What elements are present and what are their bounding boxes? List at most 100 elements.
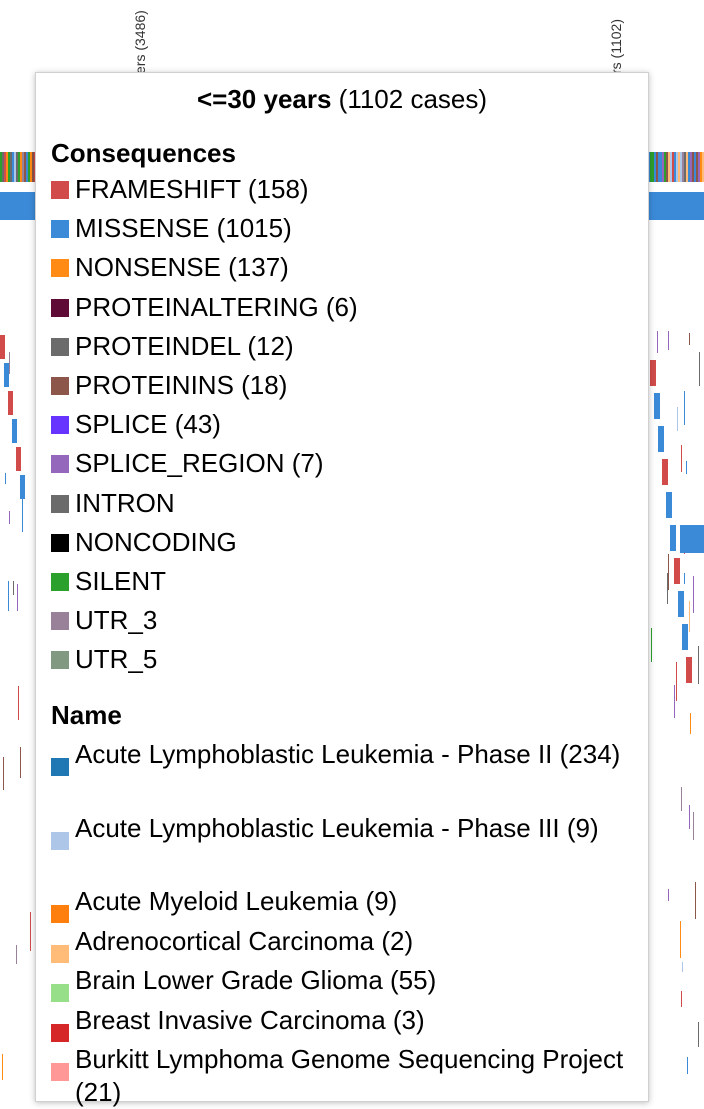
- consequence-legend-item: SPLICE_REGION (7): [51, 447, 324, 480]
- matrix-cell: [674, 685, 675, 718]
- silent-swatch-icon: [51, 573, 69, 591]
- matrix-strip-cell: [10, 152, 12, 182]
- matrix-strip-cell: [4, 152, 6, 182]
- matrix-strip-cell: [656, 152, 658, 182]
- matrix-step: [654, 393, 660, 419]
- summary-band-right: [649, 192, 704, 220]
- matrix-block: [680, 525, 704, 553]
- matrix-strip-cell: [650, 152, 652, 182]
- tooltip-title-count: (1102 cases): [331, 84, 488, 114]
- matrix-step: [650, 360, 656, 386]
- matrix-cell: [677, 407, 678, 431]
- matrix-strip-cell: [684, 152, 686, 182]
- matrix-strip-cell: [694, 152, 696, 182]
- matrix-strip-cell: [678, 152, 680, 182]
- consequence-legend-item: NONSENSE (137): [51, 251, 289, 284]
- legend-label: PROTEINDEL (12): [75, 330, 294, 361]
- matrix-step-left: [4, 363, 9, 387]
- matrix-step: [662, 459, 668, 485]
- matrix-cell: [693, 812, 694, 840]
- nonsense-swatch-icon: [51, 259, 69, 278]
- matrix-cell: [686, 461, 687, 474]
- matrix-cell: [5, 473, 6, 484]
- aml-swatch-icon: [51, 905, 69, 924]
- matrix-cell: [657, 331, 658, 353]
- matrix-cell: [17, 584, 18, 611]
- matrix-cell: [693, 576, 694, 613]
- breast-swatch-icon: [51, 1023, 69, 1042]
- matrix-strip-cell: [14, 152, 16, 182]
- frameshift-swatch-icon: [51, 181, 69, 199]
- proteinaltering-swatch-icon: [51, 298, 69, 317]
- matrix-cell: [681, 787, 682, 811]
- consequence-legend-item: PROTEINALTERING (6): [51, 291, 358, 324]
- matrix-step-left: [16, 447, 21, 471]
- utr3-swatch-icon: [51, 612, 69, 631]
- matrix-strip-cell: [666, 152, 668, 182]
- sample-group-tooltip: <=30 years (1102 cases) Consequences FRA…: [35, 72, 649, 1107]
- matrix-step-left: [8, 391, 13, 415]
- matrix-strip-cell: [6, 152, 8, 182]
- matrix-strip-cell: [676, 152, 678, 182]
- matrix-cell: [684, 391, 685, 425]
- legend-label: SILENT: [75, 566, 167, 596]
- matrix-step-left: [20, 475, 25, 499]
- splice-region-swatch-icon: [51, 455, 69, 474]
- matrix-cell: [689, 601, 690, 632]
- matrix-strip-cell: [702, 152, 704, 182]
- matrix-strip-cell: [28, 152, 30, 182]
- consequence-legend-item: UTR_5: [51, 643, 157, 676]
- matrix-cell: [695, 882, 696, 919]
- name-heading: Name: [51, 700, 122, 730]
- matrix-strip-cell: [18, 152, 20, 182]
- legend-label: Adrenocortical Carcinoma (2): [75, 925, 414, 956]
- matrix-cell: [699, 352, 700, 386]
- matrix-strip-cell: [696, 152, 698, 182]
- matrix-cell: [9, 352, 10, 374]
- matrix-strip-cell: [680, 152, 682, 182]
- matrix-step: [674, 558, 680, 584]
- consequence-legend-item: NONCODING: [51, 526, 237, 559]
- matrix-strip-cell: [668, 152, 670, 182]
- consequence-legend-item: PROTEININS (18): [51, 369, 287, 402]
- name-legend-item: Burkitt Lymphoma Genome Sequencing Proje…: [51, 1043, 635, 1109]
- adrenocortical-swatch-icon: [51, 944, 69, 963]
- matrix-cell: [668, 889, 669, 901]
- consequence-legend-item: INTRON: [51, 487, 175, 520]
- matrix-cell: [8, 581, 9, 611]
- matrix-cell: [668, 554, 669, 590]
- legend-label: Acute Lymphoblastic Leukemia - Phase II …: [75, 739, 621, 769]
- matrix-strip-cell: [652, 152, 654, 182]
- intron-swatch-icon: [51, 494, 69, 513]
- matrix-cell: [689, 805, 690, 829]
- noncoding-swatch-icon: [51, 533, 69, 552]
- legend-label: MISSENSE (1015): [75, 213, 292, 244]
- consequence-legend-item: FRAMESHIFT (158): [51, 173, 309, 206]
- matrix-cell: [698, 646, 699, 684]
- matrix-cell: [30, 912, 31, 951]
- legend-label: NONSENSE (137): [75, 252, 289, 283]
- matrix-strip-cell: [32, 152, 34, 182]
- matrix-strip-cell: [24, 152, 26, 182]
- matrix-step: [686, 657, 692, 683]
- proteinins-swatch-icon: [51, 377, 69, 395]
- tooltip-title: <=30 years (1102 cases): [36, 83, 648, 115]
- matrix-strip-cell: [26, 152, 28, 182]
- consequence-legend-item: MISSENSE (1015): [51, 212, 292, 245]
- name-legend-item: Acute Lymphoblastic Leukemia - Phase II …: [51, 738, 635, 776]
- name-legend-item: Adrenocortical Carcinoma (2): [51, 925, 635, 963]
- matrix-step: [666, 492, 672, 518]
- matrix-strip-cell: [648, 152, 650, 182]
- matrix-cell: [684, 573, 685, 584]
- matrix-strip-cell: [654, 152, 656, 182]
- legend-label: SPLICE (43): [75, 409, 221, 440]
- utr5-swatch-icon: [51, 651, 69, 670]
- matrix-strip-cell: [660, 152, 662, 182]
- matrix-cell: [687, 1057, 688, 1074]
- legend-label: UTR_5: [75, 644, 158, 675]
- legend-label: PROTEININS (18): [75, 370, 288, 400]
- name-legend-item: Acute Lymphoblastic Leukemia - Phase III…: [51, 812, 635, 850]
- matrix-strip-cell: [16, 152, 18, 182]
- consequence-legend-item: SPLICE (43): [51, 408, 221, 441]
- matrix-step: [678, 591, 684, 617]
